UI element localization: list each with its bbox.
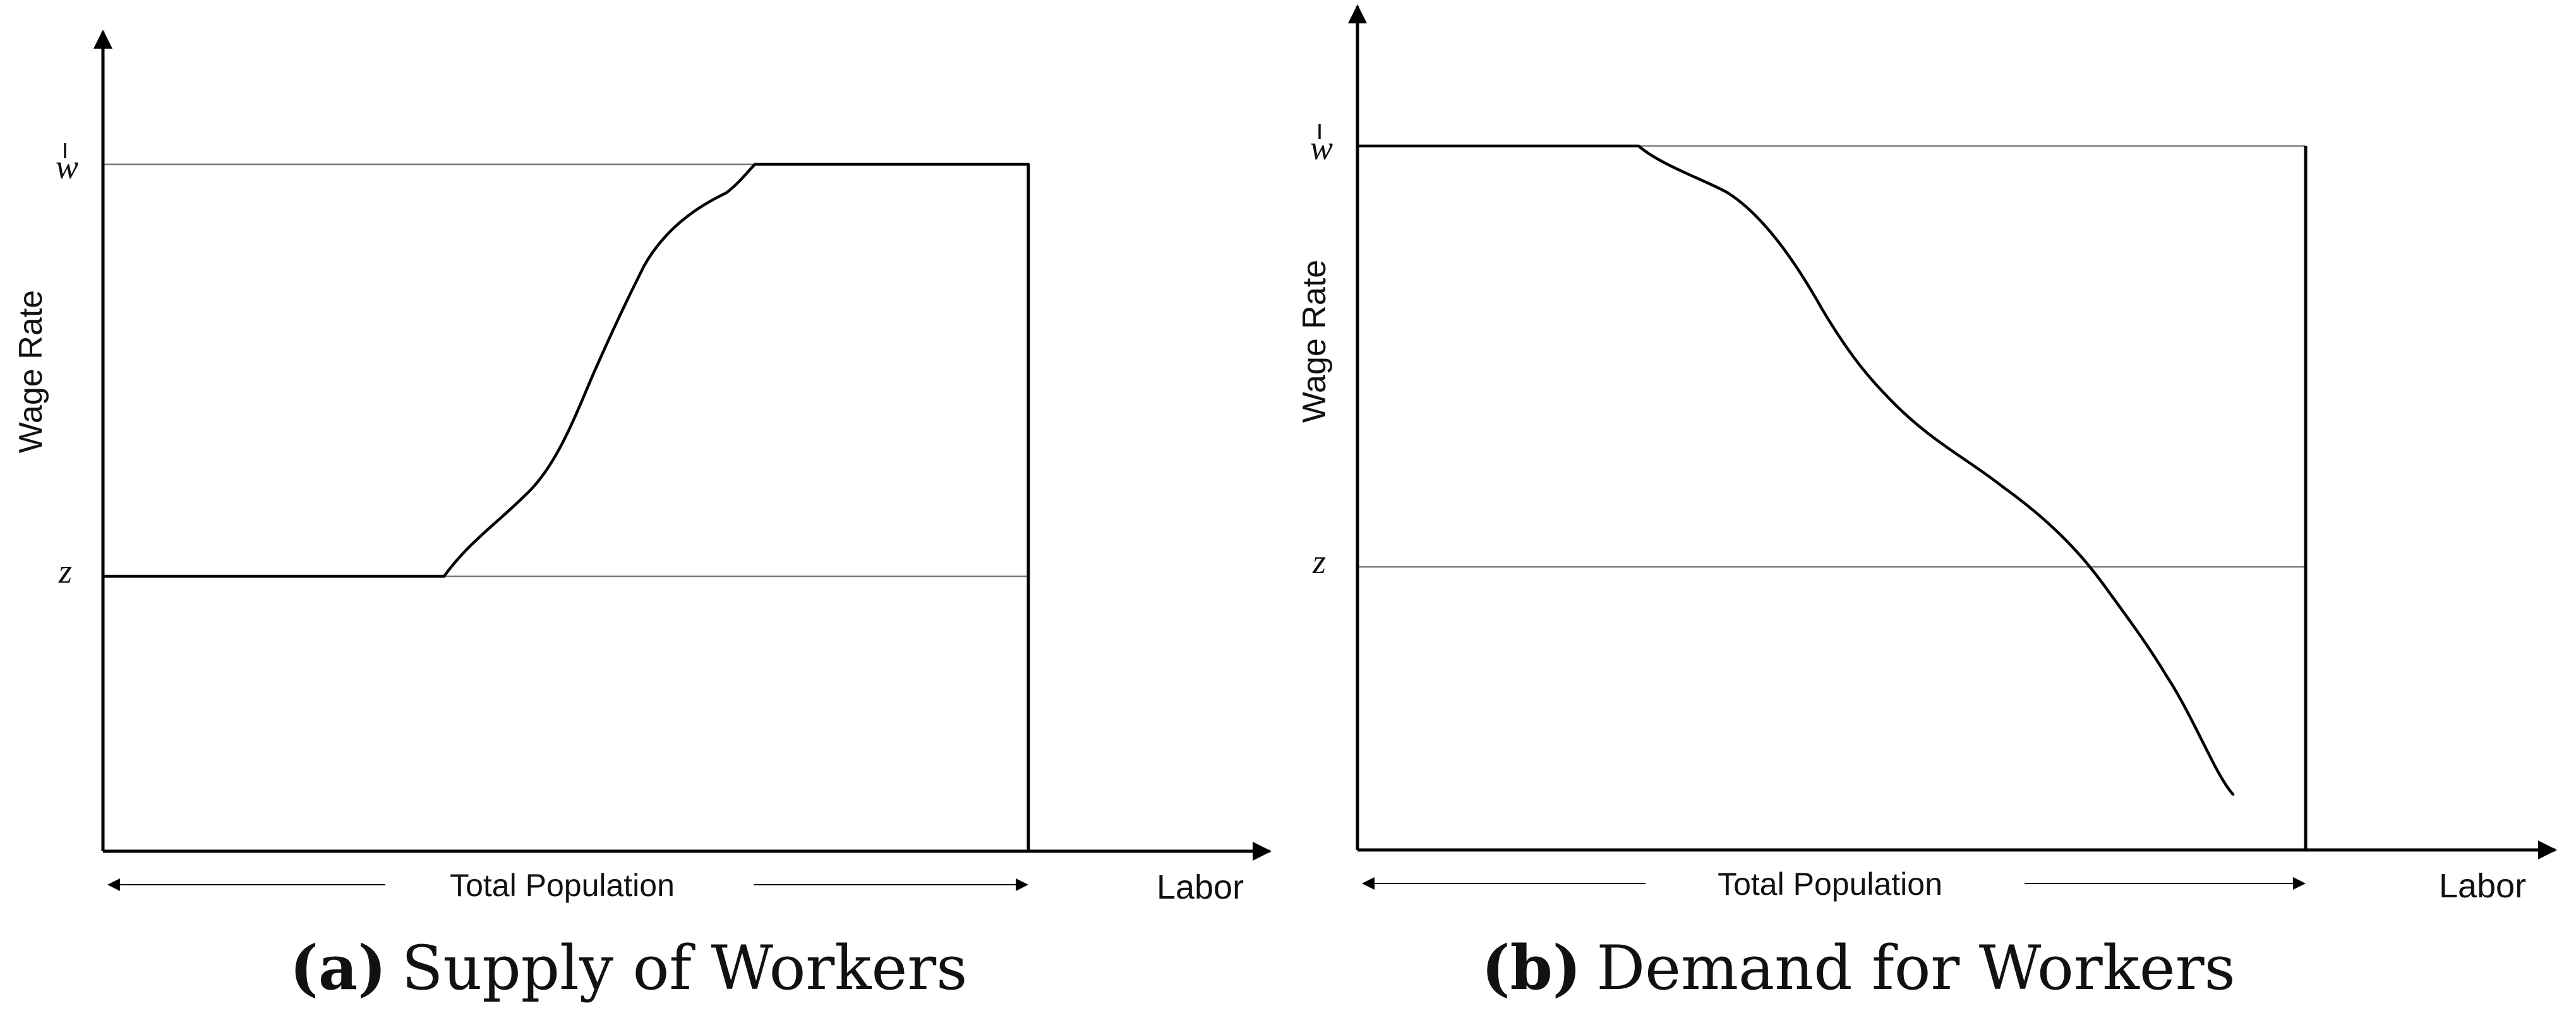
panel-a-caption-title: Supply of Workers: [402, 933, 968, 1004]
panel-a-caption: (a) Supply of Workers: [290, 932, 968, 1004]
panel-a-y-axis-label: Wage Rate: [13, 290, 49, 453]
panel-a-caption-tag: (a): [290, 932, 387, 1004]
panel-a-w-bar-label: w: [56, 148, 78, 186]
panel-b-demand-curve: [1356, 144, 2235, 796]
panel-a-supply: w z Wage Rate Labor Total Population (a)…: [13, 30, 1272, 1004]
panel-a-x-axis-label: Labor: [1157, 868, 1244, 906]
panel-b-caption-title: Demand for Workers: [1596, 933, 2236, 1004]
panel-b-demand: w z Wage Rate Labor Total Population (b)…: [1296, 4, 2557, 1004]
panel-b-caption-tag: (b): [1481, 932, 1581, 1004]
panel-a-z-label: z: [58, 552, 72, 590]
panel-b-caption: (b) Demand for Workers: [1481, 932, 2236, 1004]
panel-a-span-label: Total Population: [450, 868, 675, 903]
panel-a-supply-curve: [101, 162, 1030, 578]
panel-b-w-bar-label: w: [1310, 129, 1333, 167]
panel-b-x-axis-label: Labor: [2439, 867, 2526, 905]
panel-b-y-axis-label: Wage Rate: [1296, 260, 1333, 423]
panel-b-z-label: z: [1312, 543, 1326, 581]
panel-b-span-label: Total Population: [1718, 866, 1942, 902]
